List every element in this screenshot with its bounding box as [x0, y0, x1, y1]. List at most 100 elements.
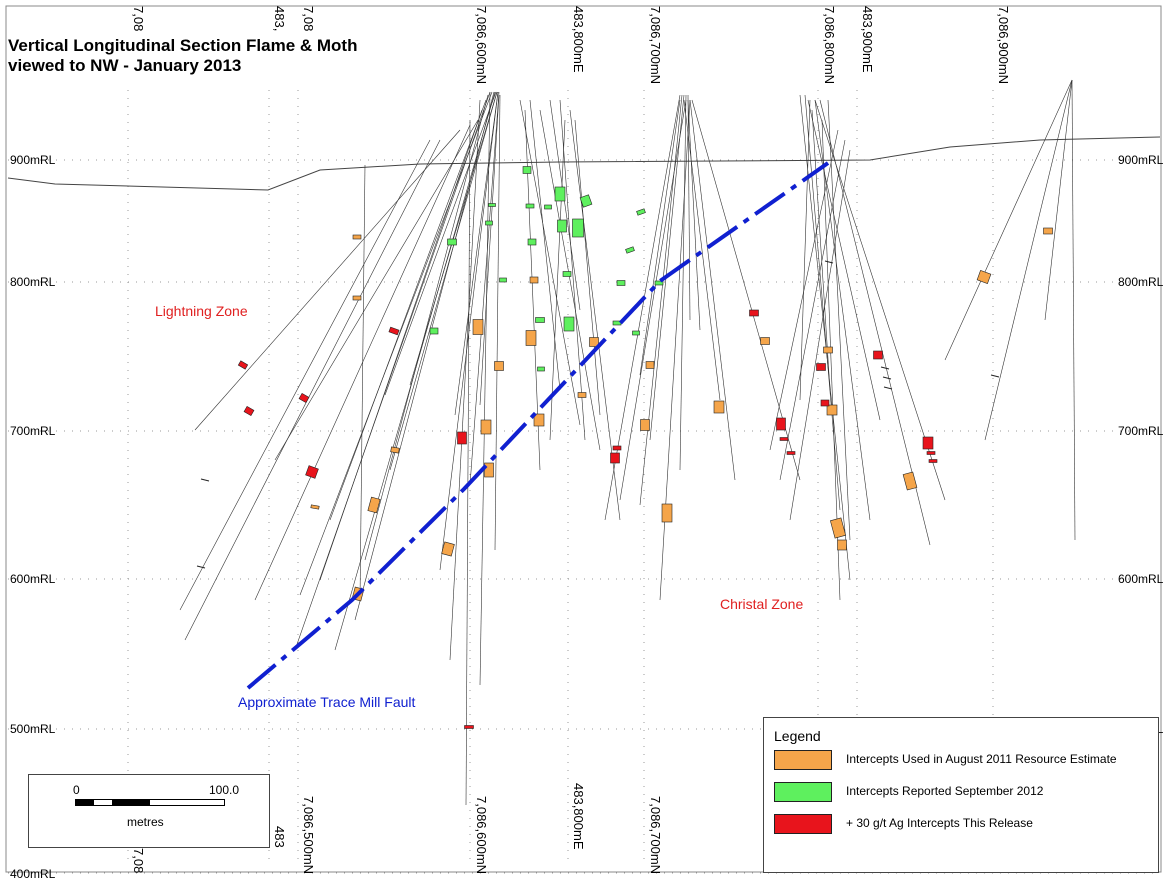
red-intercept [237, 360, 249, 370]
green-intercept [579, 194, 593, 208]
drillhole-trace [294, 91, 491, 651]
drillhole-trace [494, 94, 501, 551]
elevation-label-right: 600mRL [1118, 572, 1164, 586]
drillhole-trace [409, 91, 498, 386]
orange-intercept [645, 361, 655, 369]
drillhole-trace [469, 91, 500, 486]
drillhole-trace [1044, 79, 1073, 321]
drillhole-trace [274, 119, 479, 461]
grid-layer [5, 5, 1162, 874]
orange-intercept [367, 496, 381, 514]
fault-layer [246, 161, 830, 690]
hole-tick [200, 478, 210, 482]
drillhole-trace [479, 91, 491, 686]
green-intercept [429, 327, 439, 335]
red-intercept [820, 399, 830, 407]
drillhole-trace [769, 129, 839, 451]
drillhole-trace [449, 99, 481, 661]
drillhole-trace [329, 99, 487, 521]
mill-fault-label: Approximate Trace Mill Fault [238, 694, 416, 710]
section-title: Vertical Longitudinal Section Flame & Mo… [8, 36, 357, 76]
orange-intercept [525, 330, 537, 346]
orange-intercept [976, 270, 992, 284]
green-intercept [537, 366, 545, 372]
scale-bar-box: 0 100.0 metres [28, 774, 270, 848]
green-intercept [554, 186, 566, 202]
red-intercept [305, 465, 319, 479]
green-intercept [572, 218, 584, 238]
drillhole-trace [814, 99, 946, 501]
drillhole-trace [691, 99, 801, 481]
drillhole-trace [354, 91, 495, 621]
drillhole-trace [639, 99, 681, 376]
orange-intercept [640, 419, 650, 431]
green-intercept [527, 238, 537, 246]
drillhole-trace [465, 119, 471, 806]
hole-tick [880, 366, 890, 370]
elevation-label-left: 900mRL [10, 153, 56, 167]
title-line-1: Vertical Longitudinal Section Flame & Mo… [8, 36, 358, 55]
red-intercept [928, 459, 938, 463]
grid-label-top: 483, [272, 6, 287, 31]
orange-intercept [390, 446, 400, 454]
grid-label-top: 7,086,600mN [474, 6, 489, 84]
drillhole-trace [944, 79, 1073, 361]
scale-unit-label: metres [127, 815, 164, 829]
drillhole-trace [799, 99, 811, 401]
drillhole-layer [179, 79, 1076, 806]
green-intercept [616, 280, 626, 286]
hole-tick [824, 260, 834, 264]
orange-intercept [352, 234, 362, 240]
mill-fault-trace [246, 161, 830, 690]
hole-tick [882, 376, 892, 380]
orange-intercept [661, 503, 673, 523]
red-intercept [779, 437, 789, 441]
green-intercept [563, 316, 575, 332]
legend-label: Intercepts Used in August 2011 Resource … [846, 752, 1117, 766]
grid-label-bottom: 7,086,600mN [474, 796, 489, 874]
drillhole-trace [687, 99, 701, 331]
drillhole-trace [569, 109, 621, 521]
grid-label-top: 7,086,700mN [648, 6, 663, 84]
drillhole-trace [574, 119, 601, 416]
scale-segment [94, 800, 112, 805]
drillhole-trace [789, 149, 851, 521]
grid-label-bottom: 7,086,500mN [301, 796, 316, 874]
elevation-label-left: 800mRL [10, 275, 56, 289]
legend-title: Legend [774, 728, 821, 744]
orange-intercept [837, 539, 847, 551]
red-intercept [926, 451, 936, 455]
red-intercept [612, 445, 622, 451]
elevation-label-left: 400mRL [10, 867, 56, 878]
title-line-2: viewed to NW - January 2013 [8, 56, 242, 75]
drillhole-trace [549, 119, 566, 441]
scale-segment [112, 800, 150, 805]
scale-bar [75, 799, 225, 806]
elevation-label-left: 600mRL [10, 572, 56, 586]
drillhole-trace [984, 79, 1073, 441]
topography-line [7, 136, 1161, 191]
grid-label-bottom: 7,086,700mN [648, 796, 663, 874]
green-intercept [488, 203, 496, 207]
grid-label-top: 483,900mE [860, 6, 875, 73]
topography-layer [7, 136, 1161, 191]
drillhole-trace [389, 91, 498, 471]
drillhole-trace [1071, 79, 1076, 541]
christal-zone-label: Christal Zone [720, 596, 803, 612]
drillhole-trace [779, 139, 846, 481]
intercept-layer [196, 166, 1053, 729]
drillhole-trace [519, 99, 581, 426]
drillhole-trace [649, 94, 685, 441]
grid-label-top: 483,800mE [571, 6, 586, 73]
green-intercept [654, 280, 664, 286]
drillhole-trace [299, 91, 493, 596]
orange-intercept [480, 419, 492, 435]
red-intercept [243, 405, 255, 417]
scale-start-label: 0 [73, 783, 80, 797]
label-layer: 900mRL 900mRL 800mRL 800mRL 700mRL 700mRL 600m… [10, 6, 1164, 881]
drillhole-trace [807, 99, 881, 421]
drillhole-trace [529, 99, 561, 391]
orange-intercept [533, 413, 545, 427]
